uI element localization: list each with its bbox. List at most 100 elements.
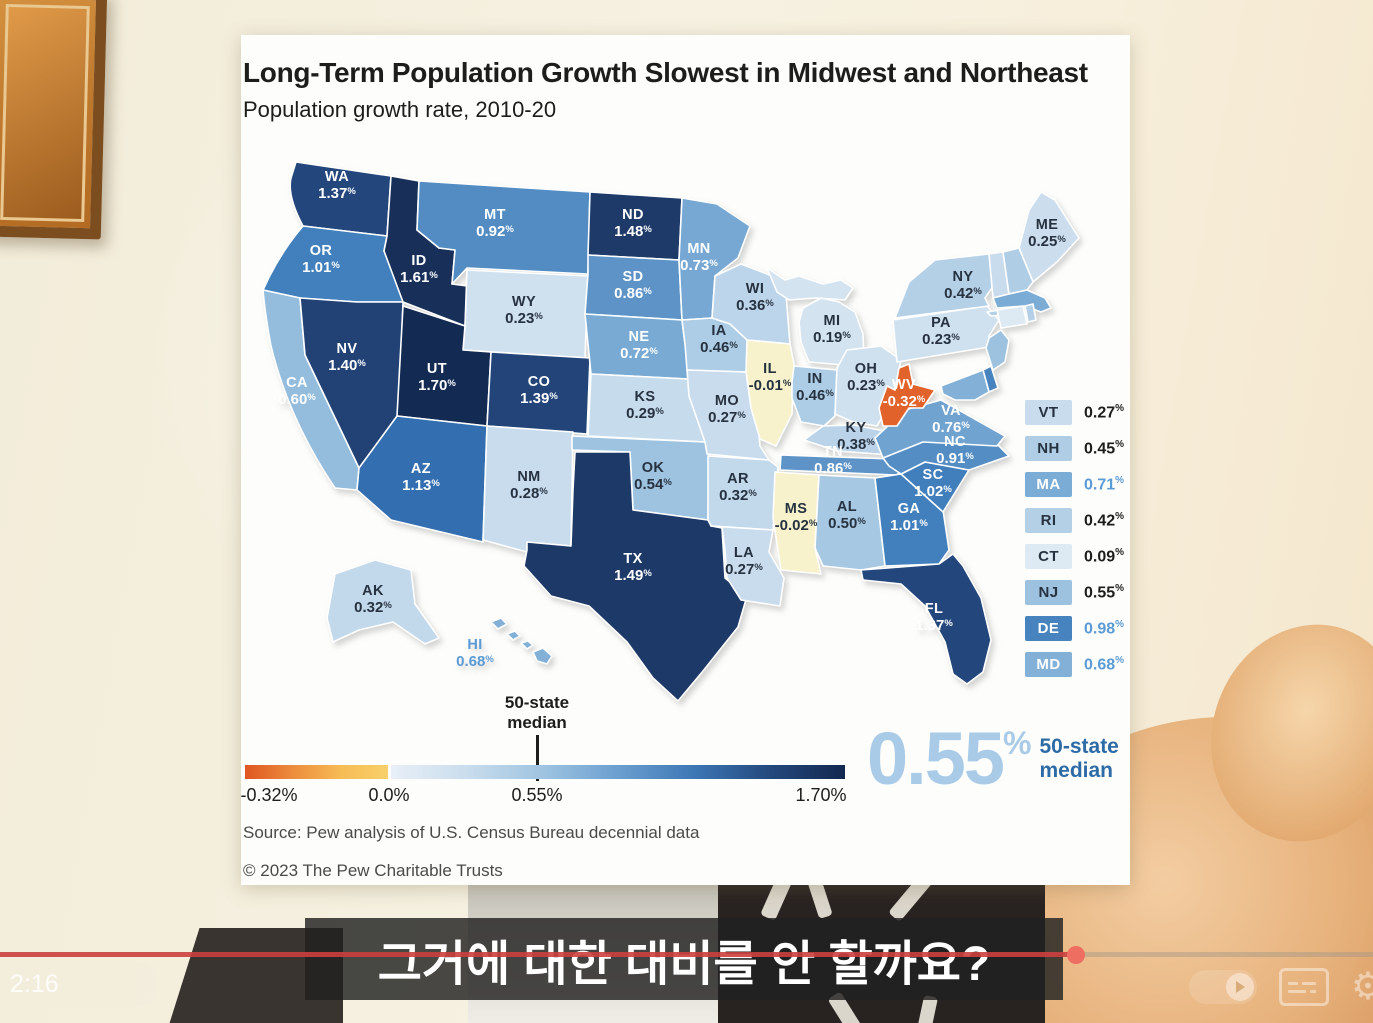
legend-box-CT: CT: [1025, 544, 1072, 569]
legend-row-MA: MA 0.71%: [1025, 472, 1135, 497]
state-CO: [486, 351, 591, 435]
legend-box-RI: RI: [1025, 508, 1072, 533]
subtitle-caption-text: 그거에 대한 대비를 안 할까요?: [377, 938, 991, 991]
state-label-NC: NC 0.91%: [936, 434, 974, 467]
state-RI: [1024, 303, 1037, 323]
northeast-states-legend: VT 0.27% NH 0.45% MA 0.71% RI 0.42% CT 0.09% NJ 0.5…: [1025, 400, 1135, 688]
state-label-HI: HI 0.68%: [456, 637, 494, 670]
legend-box-NH: NH: [1025, 436, 1072, 461]
picture-frame: [0, 0, 108, 240]
settings-gear-icon[interactable]: ⚙: [1350, 966, 1373, 1008]
legend-value-MD: 0.68%: [1084, 654, 1125, 674]
state-FL: [860, 553, 992, 685]
state-label-OK: OK 0.54%: [634, 460, 672, 493]
legend-box-DE: DE: [1025, 616, 1072, 641]
scale-tick-max: 1.70%: [795, 785, 847, 805]
legend-row-NJ: NJ 0.55%: [1025, 580, 1135, 605]
us-choropleth-map: WA 1.37% OR 1.01% CA 0.60% NV 1.40% ID 1.61% MT 0.9…: [262, 161, 1080, 702]
captions-icon[interactable]: [1278, 968, 1329, 1006]
median-label-line1: 50-state: [1039, 735, 1119, 758]
legend-box-NJ: NJ: [1025, 580, 1072, 605]
state-CA: [262, 289, 360, 491]
state-NH: [1002, 247, 1034, 295]
state-label-LA: LA 0.27%: [725, 545, 763, 578]
state-label-WA: WA 1.37%: [318, 169, 356, 202]
state-IL: [745, 339, 795, 447]
scale-median-label: 50-state median: [457, 693, 617, 733]
state-label-PA: PA 0.23%: [922, 315, 960, 348]
state-label-MT: MT 0.92%: [476, 207, 514, 240]
legend-row-CT: CT 0.09%: [1025, 544, 1135, 569]
legend-row-NH: NH 0.45%: [1025, 436, 1135, 461]
state-label-MO: MO 0.27%: [708, 393, 746, 426]
state-WV: [878, 363, 936, 427]
progress-played: [0, 952, 1077, 957]
state-label-AL: AL 0.50%: [828, 499, 866, 532]
state-label-NV: NV 1.40%: [328, 341, 366, 374]
color-scale-positive-bar: [391, 765, 845, 779]
time-badge-text: 2:16: [10, 969, 59, 998]
state-HI: [490, 617, 553, 665]
state-label-IN: IN 0.46%: [796, 371, 834, 404]
progress-scrubber[interactable]: [1067, 946, 1086, 964]
state-label-MI: MI 0.19%: [813, 313, 851, 346]
legend-value-CT: 0.09%: [1084, 546, 1125, 566]
video-progress-bar[interactable]: [0, 952, 1373, 957]
legend-row-VT: VT 0.27%: [1025, 400, 1135, 425]
scale-tick-min: -0.32%: [240, 785, 298, 805]
copyright-note: © 2023 The Pew Charitable Trusts: [243, 861, 503, 880]
state-label-SD: SD 0.86%: [614, 269, 652, 302]
legend-value-RI: 0.42%: [1084, 510, 1125, 530]
state-label-MS: MS -0.02%: [775, 501, 818, 534]
state-label-OR: OR 1.01%: [302, 243, 340, 276]
legend-value-VT: 0.27%: [1084, 402, 1125, 422]
state-label-SC: SC 1.02%: [914, 467, 952, 500]
state-label-NE: NE 0.72%: [620, 329, 658, 362]
state-label-WI: WI 0.36%: [736, 281, 774, 314]
state-label-VA: VA 0.76%: [932, 403, 970, 436]
legend-value-MA: 0.71%: [1084, 474, 1125, 494]
color-scale-negative-bar: [245, 765, 388, 779]
state-label-ID: ID 1.61%: [400, 253, 438, 286]
legend-box-MA: MA: [1025, 472, 1072, 497]
time-badge: 2:16: [0, 961, 158, 1007]
legend-box-MD: MD: [1025, 652, 1072, 677]
source-note: Source: Pew analysis of U.S. Census Bure…: [243, 823, 700, 842]
state-label-MN: MN 0.73%: [680, 241, 718, 274]
subtitle-caption-box: 그거에 대한 대비를 안 할까요?: [305, 918, 1063, 1000]
state-ME: [1018, 191, 1080, 283]
state-CT: [996, 305, 1028, 329]
legend-value-NH: 0.45%: [1084, 438, 1125, 458]
chart-subtitle: Population growth rate, 2010-20: [243, 97, 557, 122]
state-MD: [940, 369, 990, 401]
state-label-ME: ME 0.25%: [1028, 217, 1066, 250]
state-label-AZ: AZ 1.13%: [402, 461, 440, 494]
median-label-line2: median: [1039, 759, 1114, 782]
autoplay-toggle[interactable]: [1188, 970, 1257, 1004]
state-label-UT: UT 1.70%: [418, 361, 456, 394]
state-label-NM: NM 0.28%: [510, 469, 548, 502]
state-label-NY: NY 0.42%: [944, 269, 982, 302]
state-NJ: [985, 329, 1010, 371]
scale-median-tick: [536, 735, 539, 781]
state-label-GA: GA 1.01%: [890, 501, 928, 534]
median-value: 0.55: [867, 717, 1005, 800]
state-label-WY: WY 0.23%: [505, 294, 543, 327]
state-label-CO: CO 1.39%: [520, 374, 558, 407]
state-label-KY: KY 0.38%: [837, 420, 875, 453]
picture-frame-photo: [0, 3, 90, 223]
legend-row-RI: RI 0.42%: [1025, 508, 1135, 533]
state-label-OH: OH 0.23%: [847, 361, 885, 394]
state-label-AK: AK 0.32%: [354, 583, 392, 616]
legend-row-DE: DE 0.98%: [1025, 616, 1135, 641]
scale-tick-zero: 0.0%: [368, 785, 410, 805]
legend-value-DE: 0.98%: [1084, 618, 1125, 638]
state-label-CA: CA 0.60%: [278, 375, 316, 408]
state-label-ND: ND 1.48%: [614, 207, 652, 240]
chart-title: Long-Term Population Growth Slowest in M…: [243, 57, 1088, 88]
state-label-KS: KS 0.29%: [626, 389, 664, 422]
state-label-AR: AR 0.32%: [719, 471, 757, 504]
scale-median-line1: 50-state: [504, 693, 570, 712]
scale-median-line2: median: [507, 713, 567, 732]
